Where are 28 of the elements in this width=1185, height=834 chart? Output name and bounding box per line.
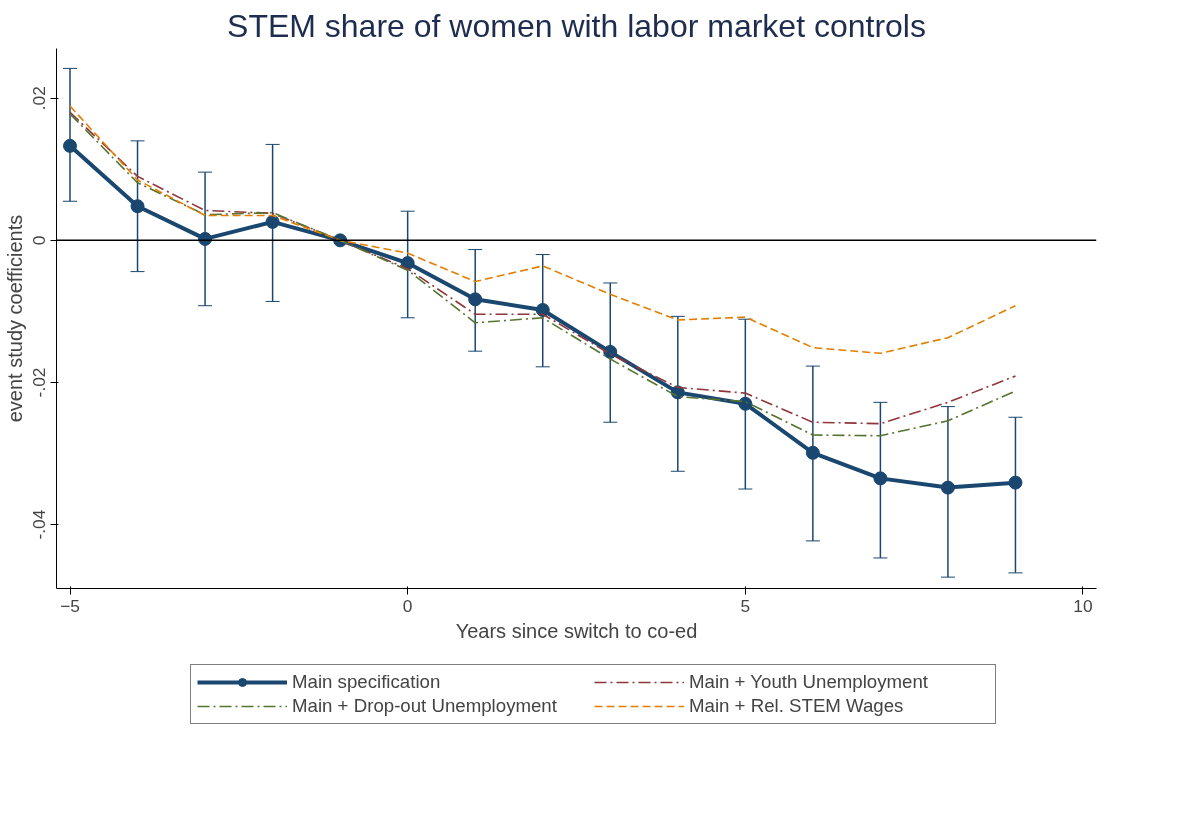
x-axis-title: Years since switch to co-ed xyxy=(455,619,698,642)
x-tick-label: 0 xyxy=(402,595,413,616)
chart-title: STEM share of women with labor market controls xyxy=(227,7,926,44)
y-tick-label: 0 xyxy=(29,235,50,246)
point xyxy=(63,138,78,153)
x-tick-label: 10 xyxy=(1073,595,1093,616)
legend-label: Main + Drop-out Unemployment xyxy=(292,695,558,717)
point xyxy=(738,396,753,411)
line-series xyxy=(69,105,1017,355)
legend-label: Main + Youth Unemployment xyxy=(689,671,930,693)
y-tick-label: -.04 xyxy=(29,509,50,540)
point xyxy=(603,344,618,359)
y-tick-label: .02 xyxy=(29,86,50,111)
legend-label: Main specification xyxy=(292,671,442,693)
point xyxy=(198,231,213,246)
y-tick-label: -.02 xyxy=(29,367,50,398)
x-tick-label: −5 xyxy=(60,595,80,616)
point xyxy=(1008,475,1023,490)
point xyxy=(535,302,550,317)
point xyxy=(873,471,888,486)
point xyxy=(940,480,955,495)
point xyxy=(265,214,280,229)
point xyxy=(130,199,145,214)
y-axis-title: event study coefficients xyxy=(3,214,26,423)
point xyxy=(468,292,483,307)
x-tick-label: 5 xyxy=(740,595,751,616)
legend-label: Main + Rel. STEM Wages xyxy=(689,695,905,717)
point xyxy=(805,445,820,460)
